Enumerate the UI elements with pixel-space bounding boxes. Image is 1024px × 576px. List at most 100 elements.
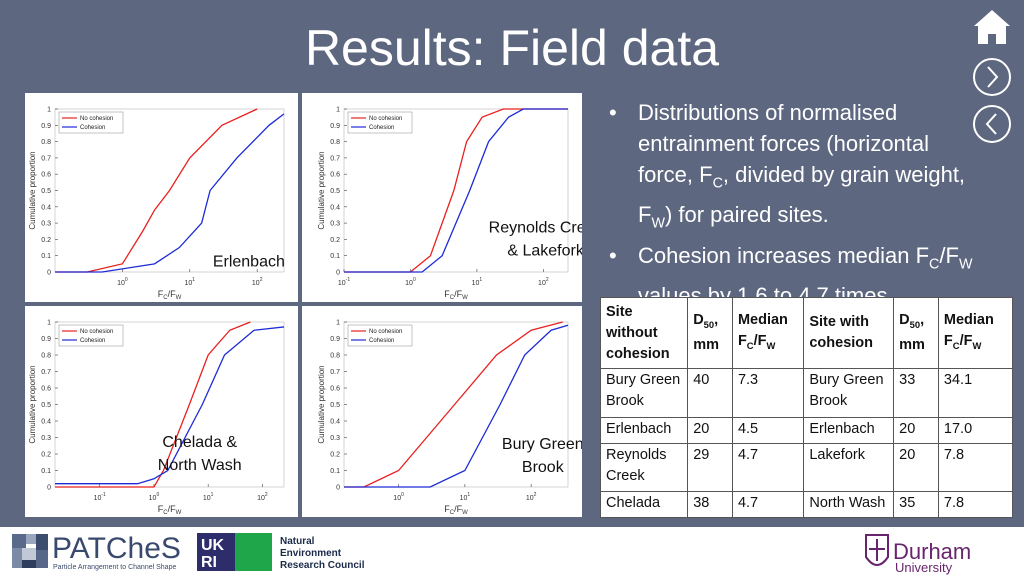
y-tick-label: 0 [336, 270, 340, 277]
y-tick-label: 0.4 [330, 419, 340, 426]
header-line: D50, [693, 310, 727, 335]
legend-box [58, 324, 124, 347]
durham-name: Durham [893, 539, 971, 564]
y-tick-label: 0.8 [41, 353, 51, 360]
tick-exp: 1 [479, 277, 482, 283]
cdf-line [344, 108, 568, 273]
legend-label: No cohesion [369, 116, 402, 122]
header-line: cohesion [809, 333, 888, 354]
tick-exp: 1 [211, 492, 214, 498]
table-cell: 40 [687, 368, 733, 418]
header-text: , [714, 312, 719, 329]
table-cell: Lakefork [803, 442, 895, 493]
table-row: Bury Green Brook 40 7.3 Bury Green Brook 33 3… [599, 368, 1014, 418]
header-text: /F [959, 333, 973, 350]
y-tick-label: 0.9 [41, 123, 51, 130]
tick-exp: 2 [260, 277, 263, 283]
y-tick-label: 1 [336, 320, 340, 327]
y-tick-label: 0.5 [41, 188, 51, 195]
header-text: mm [899, 337, 925, 354]
tick-base: 10 [538, 280, 546, 287]
label-text: /F [454, 504, 463, 514]
x-tick-label: 100 [149, 492, 160, 502]
nerc-line: Natural [280, 536, 315, 547]
x-tick-label: 102 [257, 492, 268, 502]
tick-base: 10 [405, 280, 413, 287]
y-tick-label: 0.1 [330, 253, 340, 260]
y-tick-label: 0.2 [41, 237, 51, 244]
y-tick-label: 0.6 [330, 172, 340, 179]
table-cell: 38 [687, 491, 733, 518]
header-line: without [606, 323, 682, 344]
header-text: Median [943, 312, 994, 329]
table-cell: 7.8 [937, 442, 1014, 493]
header-text: cohesion [809, 335, 874, 352]
legend-box [347, 111, 413, 134]
table-row: Reynolds Creek 29 4.7 Lakefork 20 7.8 [599, 442, 1014, 493]
table-row: Chelada 38 4.7 North Wash 35 7.8 [599, 491, 1014, 518]
patches-tagline: Particle Arrangement to Channel Shape [53, 564, 176, 571]
bullet: Distributions of normalised entrainment … [605, 97, 985, 240]
y-tick-label: 0.5 [330, 402, 340, 409]
header-line: mm [899, 335, 933, 356]
subscript: 50 [703, 319, 715, 331]
table-row: Erlenbach 20 4.5 Erlenbach 20 17.0 [599, 416, 1014, 444]
y-tick-label: 0.9 [41, 336, 51, 343]
y-tick-label: 0.3 [41, 221, 51, 228]
legend-label: Cohesion [369, 338, 394, 344]
x-tick-label: 100 [405, 277, 416, 287]
y-tick-label: 0.4 [41, 419, 51, 426]
next-button[interactable] [973, 58, 1011, 96]
header-text: , [920, 312, 925, 329]
table-cell: 33 [893, 368, 939, 418]
subscript: 50 [909, 319, 921, 331]
nerc-mark [235, 533, 272, 571]
footer: PATCheS Particle Arrangement to Channel … [0, 527, 1024, 576]
subscript: W [651, 215, 665, 232]
y-tick-label: 0.3 [330, 221, 340, 228]
home-button[interactable] [974, 10, 1010, 44]
x-tick-label: 10-1 [338, 277, 350, 287]
legend-box [58, 111, 124, 134]
site-label: Erlenbach [213, 253, 285, 270]
y-tick-label: 0 [47, 485, 51, 492]
header-text: D [899, 312, 910, 329]
x-axis-label: FC/FW [158, 289, 182, 301]
ukri-mark [197, 533, 235, 571]
y-tick-label: 1 [47, 320, 51, 327]
y-tick-label: 0.6 [330, 386, 340, 393]
bullet-text: , divided by grain weight, F [638, 162, 966, 228]
y-tick-label: 0.7 [41, 155, 51, 162]
table-cell: 20 [687, 416, 733, 444]
header-cell: D50, mm [687, 296, 733, 370]
site-label: Bury Green [502, 436, 582, 453]
header-line: Site [606, 302, 682, 323]
x-tick-label: 100 [393, 492, 404, 502]
y-tick-label: 0.1 [41, 468, 51, 475]
x-tick-label: 10-1 [94, 492, 106, 502]
site-label: Reynolds Creek [489, 219, 582, 236]
header-text: mm [693, 337, 719, 354]
tick-base: 10 [526, 495, 534, 502]
table-cell: Erlenbach [803, 416, 895, 444]
label-text: F [158, 289, 164, 299]
y-tick-label: 0.5 [330, 188, 340, 195]
y-axis-label: Cumulative proportion [28, 151, 37, 229]
table-cell: 17.0 [937, 416, 1014, 444]
header-cell: Median FC/FW [937, 296, 1014, 370]
site-label: North Wash [158, 457, 242, 474]
tick-base: 10 [257, 495, 265, 502]
subscript: C [163, 295, 168, 301]
bullet-text: Distributions of normalised entrainment … [638, 100, 930, 187]
header-line: cohesion [606, 344, 682, 365]
y-tick-label: 0.8 [41, 139, 51, 146]
cdf-line [344, 324, 569, 488]
tick-base: 10 [149, 495, 157, 502]
subscript: W [176, 295, 182, 301]
table-cell: Reynolds Creek [599, 442, 689, 493]
tick-base: 10 [460, 495, 468, 502]
next-arrow [987, 66, 999, 88]
tick-exp: 2 [546, 277, 549, 283]
